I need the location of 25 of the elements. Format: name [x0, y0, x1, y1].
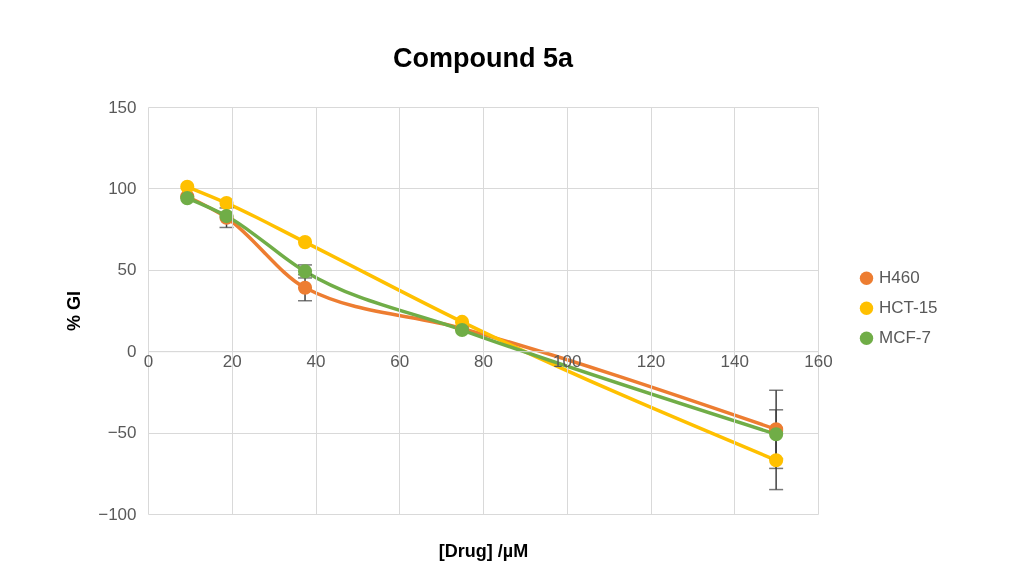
- y-tick-label: −50: [107, 423, 137, 443]
- x-axis-title: [Drug] /µM: [438, 540, 529, 561]
- y-tick-label: −100: [98, 504, 137, 524]
- point: [297, 280, 313, 295]
- x-tick-label: 80: [474, 351, 493, 371]
- x-tick-label: 100: [553, 351, 582, 371]
- x-tick-label: 140: [720, 351, 749, 371]
- chart-title: Compound 5a: [393, 43, 574, 73]
- y-axis-title: % GI: [64, 290, 85, 332]
- x-tick-label: 160: [804, 351, 833, 371]
- y-tick-label: 50: [117, 260, 137, 280]
- x-tick-label: 40: [306, 351, 326, 371]
- legend-label: MCF-7: [879, 328, 931, 348]
- legend-label: HCT-15: [879, 298, 938, 318]
- x-tick-label: 20: [222, 351, 242, 371]
- y-tick-label: 100: [108, 178, 137, 198]
- point: [769, 427, 784, 442]
- x-tick-label: 60: [390, 351, 410, 371]
- point: [297, 235, 313, 250]
- point: [219, 195, 234, 211]
- y-tick-label: 150: [108, 97, 137, 117]
- x-tick-label: 120: [636, 351, 666, 371]
- point: [769, 453, 784, 468]
- x-tick-label: 0: [143, 351, 154, 371]
- legend-label: H460: [879, 268, 920, 288]
